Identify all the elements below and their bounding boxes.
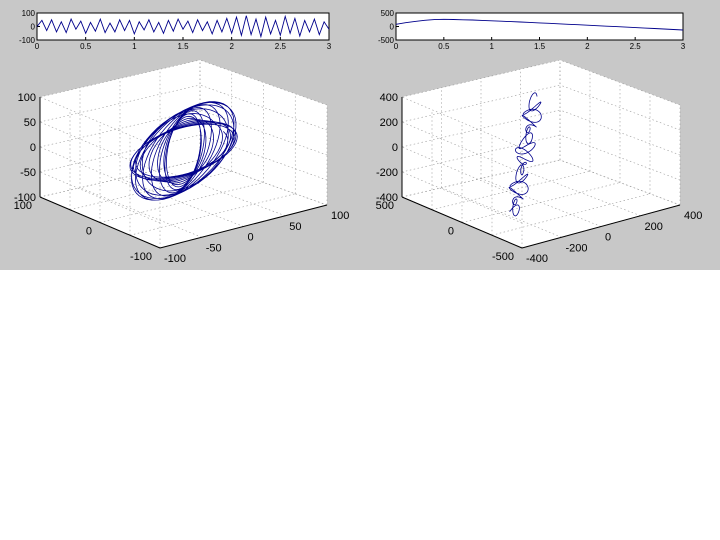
- z-tick-label: 100: [18, 92, 36, 104]
- x-tick-label: 200: [645, 221, 663, 233]
- x-tick-label: 0: [605, 232, 611, 244]
- grid-line: [559, 59, 681, 106]
- grid-line: [491, 193, 651, 236]
- y-tick-label: 500: [381, 9, 395, 18]
- x-tick-label: 400: [684, 210, 702, 222]
- x-tick-label: -100: [164, 253, 186, 265]
- y-tick-label: 100: [22, 9, 36, 18]
- x-tick-label: 1.5: [534, 42, 546, 51]
- grid-line: [559, 109, 681, 156]
- z-tick-label: -200: [376, 167, 398, 179]
- grid-line: [401, 96, 523, 149]
- x-tick-label: -50: [206, 242, 222, 254]
- z-tick-label: 200: [380, 117, 398, 129]
- grid-line: [99, 182, 264, 223]
- y-tick-label: -100: [130, 251, 152, 263]
- x-tick-label: 100: [331, 210, 349, 222]
- grid-line: [39, 84, 201, 123]
- z-tick-label: 0: [30, 142, 36, 154]
- grid-line: [401, 159, 561, 198]
- plot-area: [395, 12, 684, 41]
- x-tick-label: -400: [526, 253, 548, 265]
- z-tick-label: -100: [14, 192, 36, 204]
- grid-line: [401, 59, 561, 98]
- grid-line: [39, 96, 161, 149]
- z-tick-label: 400: [380, 92, 398, 104]
- trajectory-line: [129, 101, 238, 201]
- y-tick-label: 100: [14, 200, 32, 212]
- x-tick-label: 3: [327, 42, 332, 51]
- grid-line: [39, 59, 201, 98]
- x-tick-label: 0.5: [80, 42, 92, 51]
- y-tick-label: 0: [390, 23, 395, 32]
- x-tick-label: 0: [35, 42, 40, 51]
- z-tick-label: -400: [376, 192, 398, 204]
- x-tick-label: 2.5: [630, 42, 642, 51]
- grid-line: [559, 159, 681, 206]
- grid-line: [39, 121, 161, 174]
- axis-edge: [521, 204, 681, 249]
- y-tick-label: 0: [86, 226, 92, 238]
- grid-line: [39, 159, 201, 198]
- axis-pane: [40, 160, 327, 248]
- grid-line: [461, 182, 621, 223]
- grid-line: [39, 146, 161, 199]
- x-tick-label: -200: [566, 242, 588, 254]
- z-tick-label: 50: [24, 117, 36, 129]
- z-tick-label: -50: [20, 167, 36, 179]
- axis-edge: [39, 196, 161, 249]
- y-tick-label: 0: [31, 23, 36, 32]
- y-tick-label: -100: [19, 36, 36, 45]
- x-tick-label: 1.5: [177, 42, 189, 51]
- series-line: [36, 14, 330, 39]
- grid-line: [199, 84, 328, 131]
- axis-edge: [401, 196, 523, 249]
- grid-line: [401, 109, 561, 148]
- x-tick-label: 0.5: [438, 42, 450, 51]
- x-tick-label: 2: [229, 42, 234, 51]
- bottom-right-3d-subplot: 400 200 0 -200 -400 -400 -200 0 200 400 -500 0 500: [376, 59, 702, 265]
- x-tick-label: 2.5: [275, 42, 287, 51]
- x-tick-label: 0: [248, 232, 254, 244]
- grid-line: [199, 109, 328, 156]
- grid-line: [199, 59, 328, 106]
- trajectory-line: [508, 92, 542, 217]
- y-tick-label: 500: [376, 200, 394, 212]
- grid-line: [520, 168, 641, 217]
- axis-edge: [159, 204, 328, 249]
- grid-line: [431, 170, 591, 211]
- y-tick-label: -500: [378, 36, 395, 45]
- x-tick-label: 2: [585, 42, 590, 51]
- grid-line: [401, 84, 561, 123]
- x-tick-label: 3: [681, 42, 686, 51]
- grid-line: [401, 121, 523, 174]
- x-tick-label: 50: [289, 221, 301, 233]
- x-tick-label: 1: [489, 42, 494, 51]
- y-tick-label: -500: [492, 251, 514, 263]
- x-tick-label: 1: [132, 42, 137, 51]
- y-tick-label: 0: [448, 226, 454, 238]
- grid-line: [39, 134, 201, 173]
- grid-line: [401, 146, 523, 199]
- grid-line: [199, 159, 328, 206]
- grid-line: [559, 84, 681, 131]
- series-line: [395, 18, 684, 31]
- x-tick-label: 0: [394, 42, 399, 51]
- z-tick-label: 0: [392, 142, 398, 154]
- grid-line: [199, 134, 328, 181]
